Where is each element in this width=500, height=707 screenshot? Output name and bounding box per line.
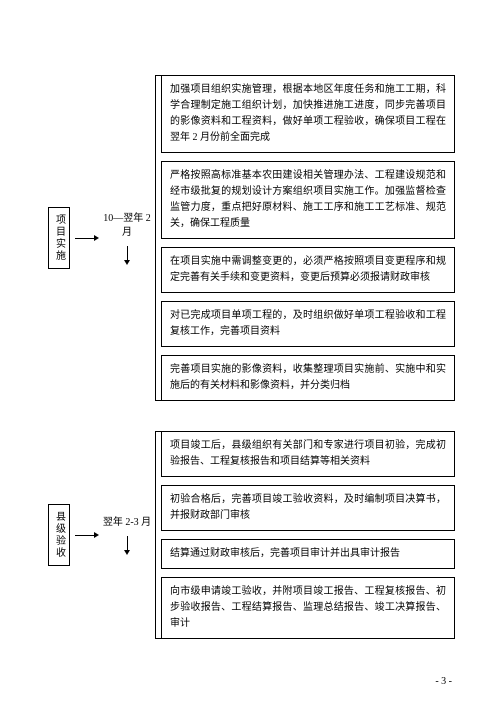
content-box: 在项目实施中需调整变更的，必须严格按照项目变更程序和规定完善有关手续和变更资料，… — [161, 247, 455, 293]
content-box: 初验合格后，完善项目竣工验收资料，及时编制项目决算书，并报财政部门审核 — [161, 485, 455, 531]
time-column: 10—翌年 2 月 — [99, 75, 155, 401]
arrow-down-icon — [124, 536, 130, 555]
content-box: 完善项目实施的影像资料，收集整理项目实施前、实施中和实施后的有关材料和影像资料，… — [161, 355, 455, 401]
stage-label-box: 县级验收 — [48, 504, 70, 566]
arrow-right — [73, 75, 99, 401]
content-box: 结算通过财政审核后，完善项目审计并出具审计报告 — [161, 539, 455, 569]
time-label: 翌年 2-3 月 — [103, 516, 151, 530]
arrow-down-icon — [124, 246, 130, 265]
content-box: 项目竣工后，县级组织有关部门和专家进行项目初验，完成初验报告、工程复核报告和项目… — [161, 431, 455, 477]
time-label: 10—翌年 2 月 — [101, 212, 153, 240]
stage-label-box: 项目实施 — [48, 207, 70, 269]
content-column: 项目竣工后，县级组织有关部门和专家进行项目初验，完成初验报告、工程复核报告和项目… — [161, 431, 455, 639]
content-box: 向市级申请竣工验收，并附项目竣工报告、工程复核报告、初步验收报告、工程结算报告、… — [161, 577, 455, 639]
group-project-implementation: 项目实施 10—翌年 2 月 加强项目组织实施管理，根据本地区年度任务和施工工期，科… — [45, 75, 455, 401]
time-column: 翌年 2-3 月 — [99, 431, 155, 639]
content-box: 对已完成项目单项工程的，及时组织做好单项工程验收和工程复核工作，完善项目资料 — [161, 301, 455, 347]
group-county-acceptance: 县级验收 翌年 2-3 月 项目竣工后，县级组织有关部门和专家进行项目初验，完成初验… — [45, 431, 455, 639]
content-box: 严格按照高标准基本农田建设相关管理办法、工程建设规范和经市级批复的规划设计方案组… — [161, 161, 455, 239]
stage-column: 项目实施 — [45, 75, 73, 401]
content-column: 加强项目组织实施管理，根据本地区年度任务和施工工期，科学合理制定施工组织计划，加… — [161, 75, 455, 401]
arrow-right — [73, 431, 99, 639]
page-number: - 3 - — [435, 676, 452, 687]
stage-column: 县级验收 — [45, 431, 73, 639]
content-box: 加强项目组织实施管理，根据本地区年度任务和施工工期，科学合理制定施工组织计划，加… — [161, 75, 455, 153]
